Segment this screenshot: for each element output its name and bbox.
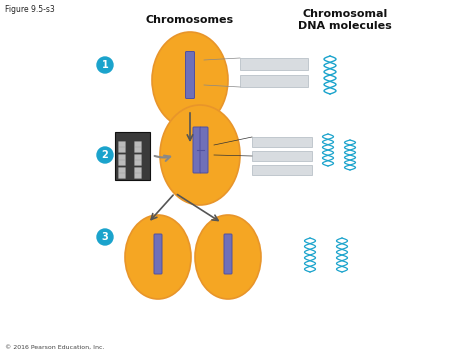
Text: Figure 9.5-s3: Figure 9.5-s3: [5, 5, 55, 14]
FancyBboxPatch shape: [252, 165, 312, 175]
Circle shape: [97, 57, 113, 73]
FancyBboxPatch shape: [135, 142, 142, 153]
FancyBboxPatch shape: [252, 137, 312, 147]
FancyBboxPatch shape: [118, 168, 126, 179]
FancyBboxPatch shape: [135, 168, 142, 179]
Text: 3: 3: [101, 232, 109, 242]
Text: 2: 2: [101, 150, 109, 160]
Ellipse shape: [195, 215, 261, 299]
FancyBboxPatch shape: [135, 154, 142, 165]
FancyBboxPatch shape: [240, 58, 308, 70]
FancyBboxPatch shape: [154, 234, 162, 274]
Text: Chromosomes: Chromosomes: [146, 15, 234, 25]
FancyBboxPatch shape: [240, 75, 308, 87]
Text: 1: 1: [101, 60, 109, 70]
Ellipse shape: [152, 32, 228, 128]
Text: Chromosomal
DNA molecules: Chromosomal DNA molecules: [298, 9, 392, 31]
Ellipse shape: [125, 215, 191, 299]
FancyBboxPatch shape: [200, 127, 208, 173]
FancyBboxPatch shape: [118, 142, 126, 153]
FancyBboxPatch shape: [185, 51, 194, 98]
FancyBboxPatch shape: [252, 151, 312, 161]
Circle shape: [97, 147, 113, 163]
FancyBboxPatch shape: [224, 234, 232, 274]
FancyBboxPatch shape: [118, 154, 126, 165]
Text: © 2016 Pearson Education, Inc.: © 2016 Pearson Education, Inc.: [5, 345, 104, 350]
FancyBboxPatch shape: [193, 127, 201, 173]
Ellipse shape: [160, 105, 240, 205]
FancyBboxPatch shape: [115, 132, 150, 180]
Circle shape: [97, 229, 113, 245]
